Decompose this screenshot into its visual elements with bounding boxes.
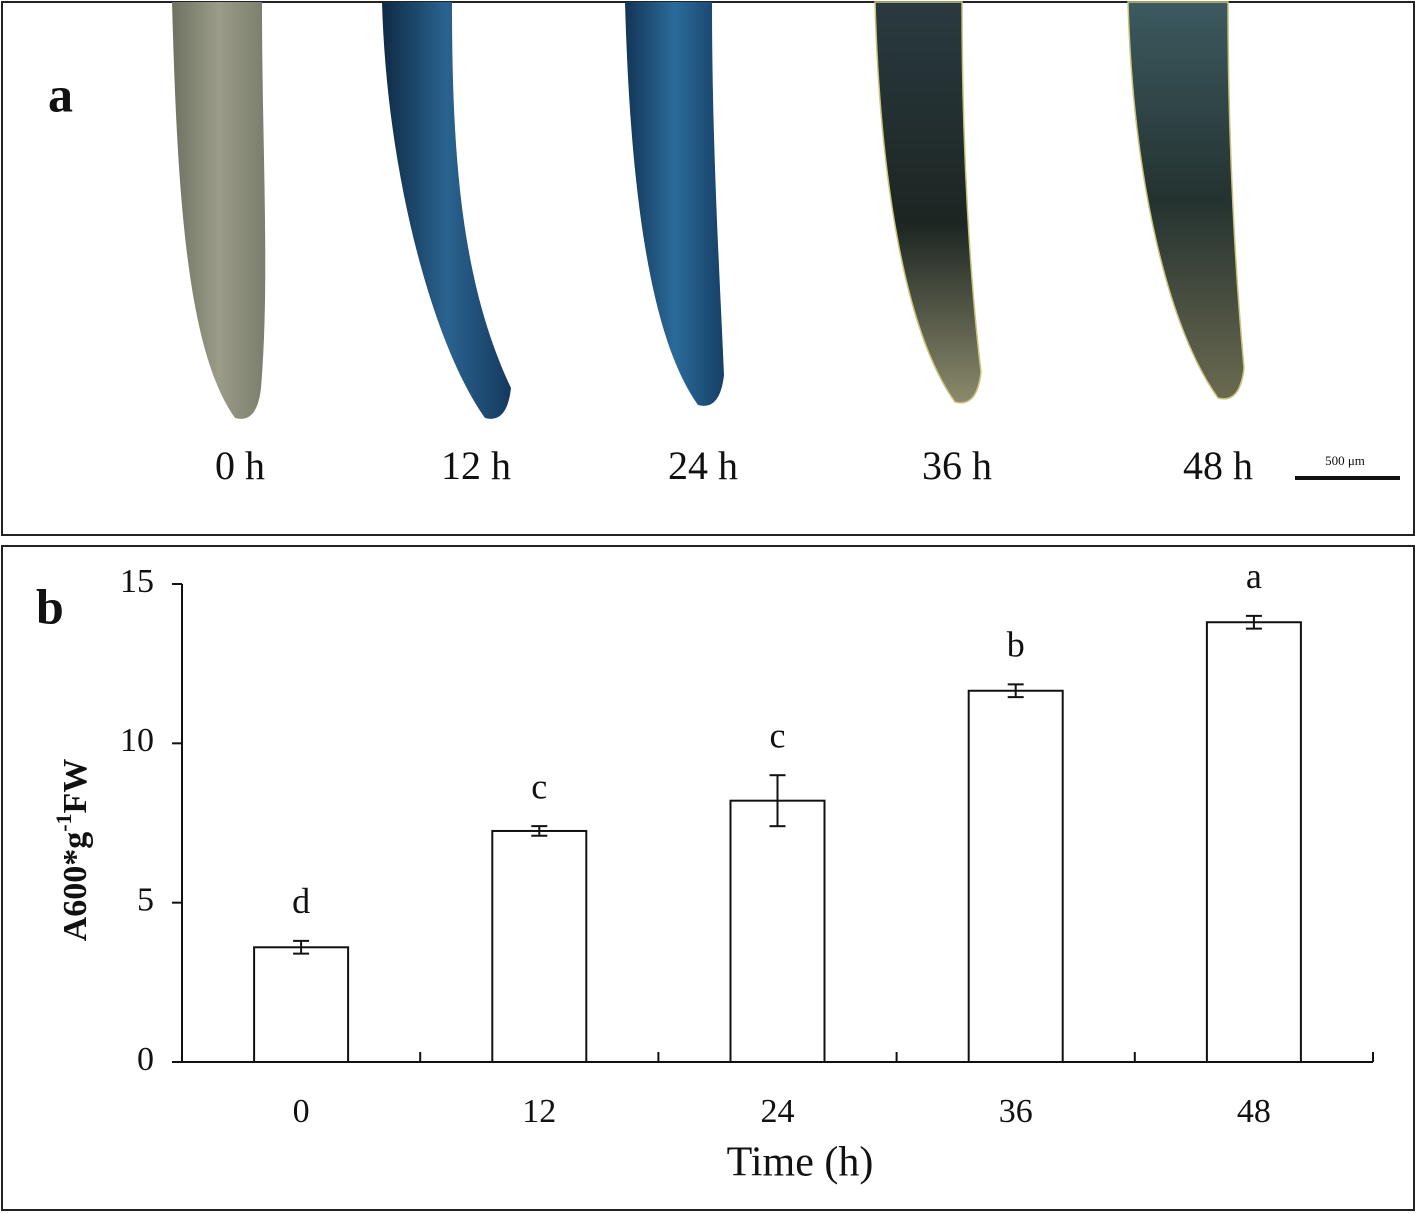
root-image [1127,1,1245,400]
x-tick-label: 0 [293,1093,310,1130]
root-image [874,1,982,404]
y-tick-label: 5 [137,881,154,918]
significance-letter: c [531,766,547,806]
root-image [382,2,511,419]
root-image [172,2,266,419]
scale-bar-label: 500 μm [1325,453,1365,468]
x-tick-label: 48 [1237,1093,1271,1130]
y-label-part: A600*g [57,832,94,942]
bar [491,829,588,1064]
significance-letter: c [770,715,786,755]
image-label: 36 h [922,443,992,488]
bar [1205,621,1302,1063]
y-label-sup: -1 [51,813,76,831]
bar [729,799,826,1064]
image-label: 24 h [668,443,738,488]
significance-letter: a [1246,556,1262,596]
root-image [625,2,724,406]
panel-label: a [48,66,73,122]
image-label: 48 h [1183,443,1253,488]
y-tick-label: 15 [120,563,154,600]
bar [967,689,1064,1064]
image-label: 12 h [441,443,511,488]
significance-letter: d [292,881,310,921]
y-tick-label: 10 [120,722,154,759]
panel-b-frame [1,545,1415,1211]
y-label-part: FW [57,759,94,814]
x-tick-label: 24 [761,1093,795,1130]
panel-label: b [36,578,64,634]
significance-letter: b [1007,625,1025,665]
x-tick-label: 12 [522,1093,556,1130]
y-tick-label: 0 [137,1041,154,1078]
image-label: 0 h [215,443,265,488]
y-axis-label: A600*g-1FW [51,759,94,942]
x-axis-label: Time (h) [727,1140,874,1186]
bar [253,946,350,1064]
x-tick-label: 36 [999,1093,1033,1130]
